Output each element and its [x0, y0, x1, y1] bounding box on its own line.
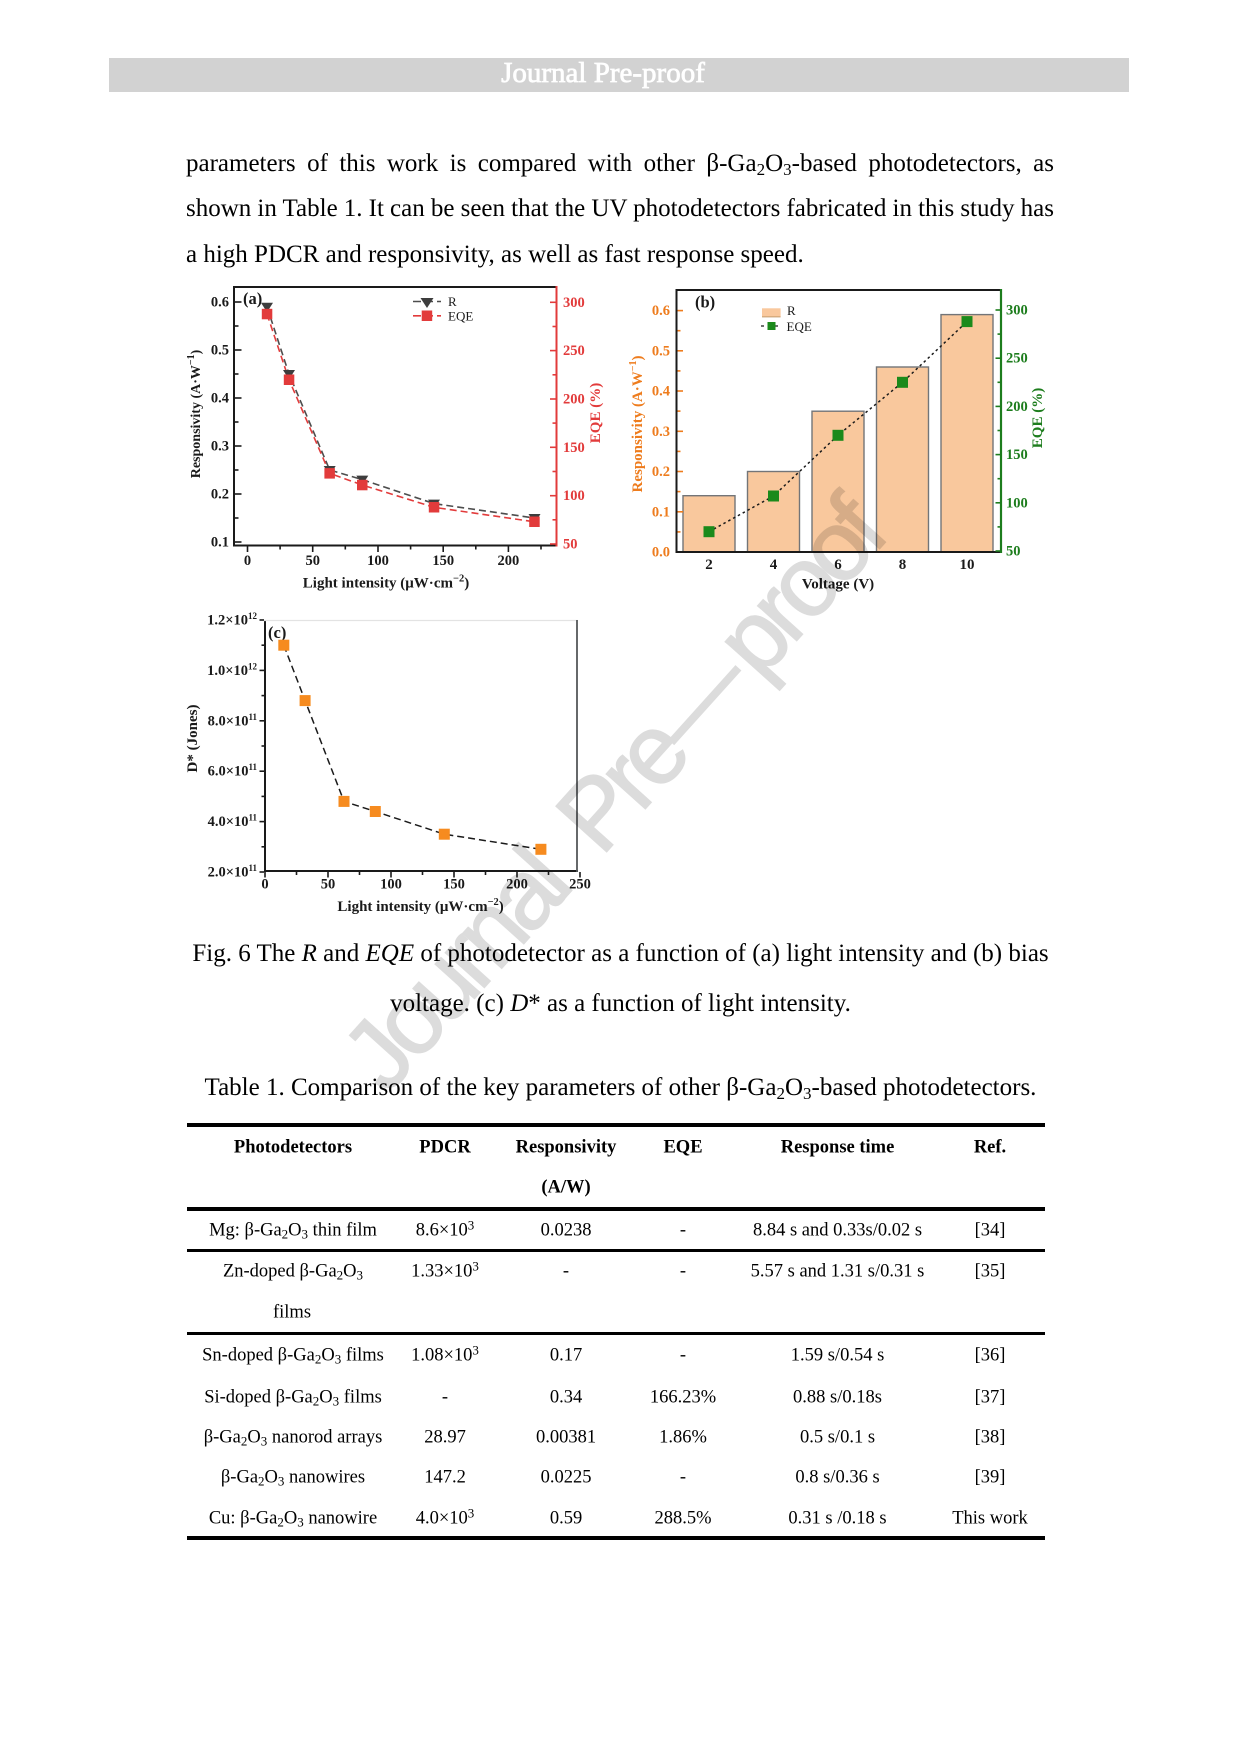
svg-text:2.0×1011: 2.0×1011: [208, 863, 258, 881]
svg-text:50: 50: [321, 877, 336, 893]
svg-text:250: 250: [1006, 351, 1028, 367]
svg-text:0: 0: [261, 877, 268, 893]
svg-text:0.0: 0.0: [652, 545, 670, 561]
svg-text:0.5: 0.5: [652, 343, 670, 359]
svg-text:EQE (%): EQE (%): [588, 383, 604, 443]
svg-text:50: 50: [1006, 544, 1021, 560]
svg-text:EQE: EQE: [448, 308, 473, 323]
svg-text:(c): (c): [268, 623, 286, 642]
svg-text:150: 150: [1006, 447, 1028, 463]
svg-text:0.4: 0.4: [211, 391, 229, 407]
svg-text:0.6: 0.6: [652, 303, 670, 319]
svg-text:0.1: 0.1: [211, 535, 229, 551]
svg-text:150: 150: [432, 553, 454, 569]
svg-text:0.6: 0.6: [211, 295, 229, 311]
svg-text:10: 10: [960, 557, 975, 573]
svg-text:Light intensity (μW·cm−2): Light intensity (μW·cm−2): [303, 574, 469, 592]
svg-text:100: 100: [380, 877, 402, 893]
svg-text:0.5: 0.5: [211, 343, 229, 359]
svg-text:6.0×1011: 6.0×1011: [208, 762, 258, 780]
svg-text:(b): (b): [695, 293, 715, 312]
svg-text:EQE: EQE: [787, 319, 812, 334]
svg-text:1.0×1012: 1.0×1012: [207, 661, 257, 679]
svg-text:0.1: 0.1: [652, 504, 670, 520]
svg-text:Voltage (V): Voltage (V): [802, 577, 874, 593]
svg-text:150: 150: [563, 440, 585, 456]
svg-text:50: 50: [563, 537, 578, 553]
svg-text:0.2: 0.2: [652, 464, 670, 480]
svg-text:200: 200: [563, 392, 585, 408]
svg-text:0.2: 0.2: [211, 487, 229, 503]
svg-text:Responsivity (A·W−1): Responsivity (A·W−1): [628, 356, 646, 493]
svg-text:100: 100: [367, 553, 389, 569]
svg-text:200: 200: [498, 553, 520, 569]
svg-text:0.4: 0.4: [652, 384, 670, 400]
svg-text:250: 250: [569, 877, 591, 893]
svg-text:100: 100: [1006, 495, 1028, 511]
svg-text:200: 200: [1006, 399, 1028, 415]
svg-text:150: 150: [443, 877, 465, 893]
svg-text:(a): (a): [243, 289, 262, 308]
svg-text:300: 300: [1006, 303, 1028, 319]
svg-text:2: 2: [705, 557, 713, 573]
svg-text:EQE (%): EQE (%): [1030, 388, 1046, 448]
svg-text:8: 8: [899, 557, 907, 573]
svg-text:200: 200: [506, 877, 528, 893]
svg-text:R: R: [787, 303, 796, 318]
svg-text:Light intensity (μW·cm−2): Light intensity (μW·cm−2): [337, 897, 503, 915]
svg-text:6: 6: [834, 557, 842, 573]
svg-text:8.0×1011: 8.0×1011: [208, 712, 258, 730]
svg-text:4: 4: [770, 557, 778, 573]
svg-text:50: 50: [305, 553, 320, 569]
svg-text:100: 100: [563, 488, 585, 504]
svg-text:4.0×1011: 4.0×1011: [208, 813, 258, 831]
svg-text:250: 250: [563, 343, 585, 359]
svg-text:300: 300: [563, 295, 585, 311]
svg-text:D* (Jones): D* (Jones): [185, 705, 201, 773]
svg-text:0.3: 0.3: [211, 439, 229, 455]
svg-text:0: 0: [244, 553, 251, 569]
svg-text:Responsivity (A·W−1): Responsivity (A·W−1): [186, 349, 204, 478]
svg-text:R: R: [448, 294, 457, 309]
svg-text:1.2×1012: 1.2×1012: [207, 611, 257, 629]
svg-text:0.3: 0.3: [652, 424, 670, 440]
